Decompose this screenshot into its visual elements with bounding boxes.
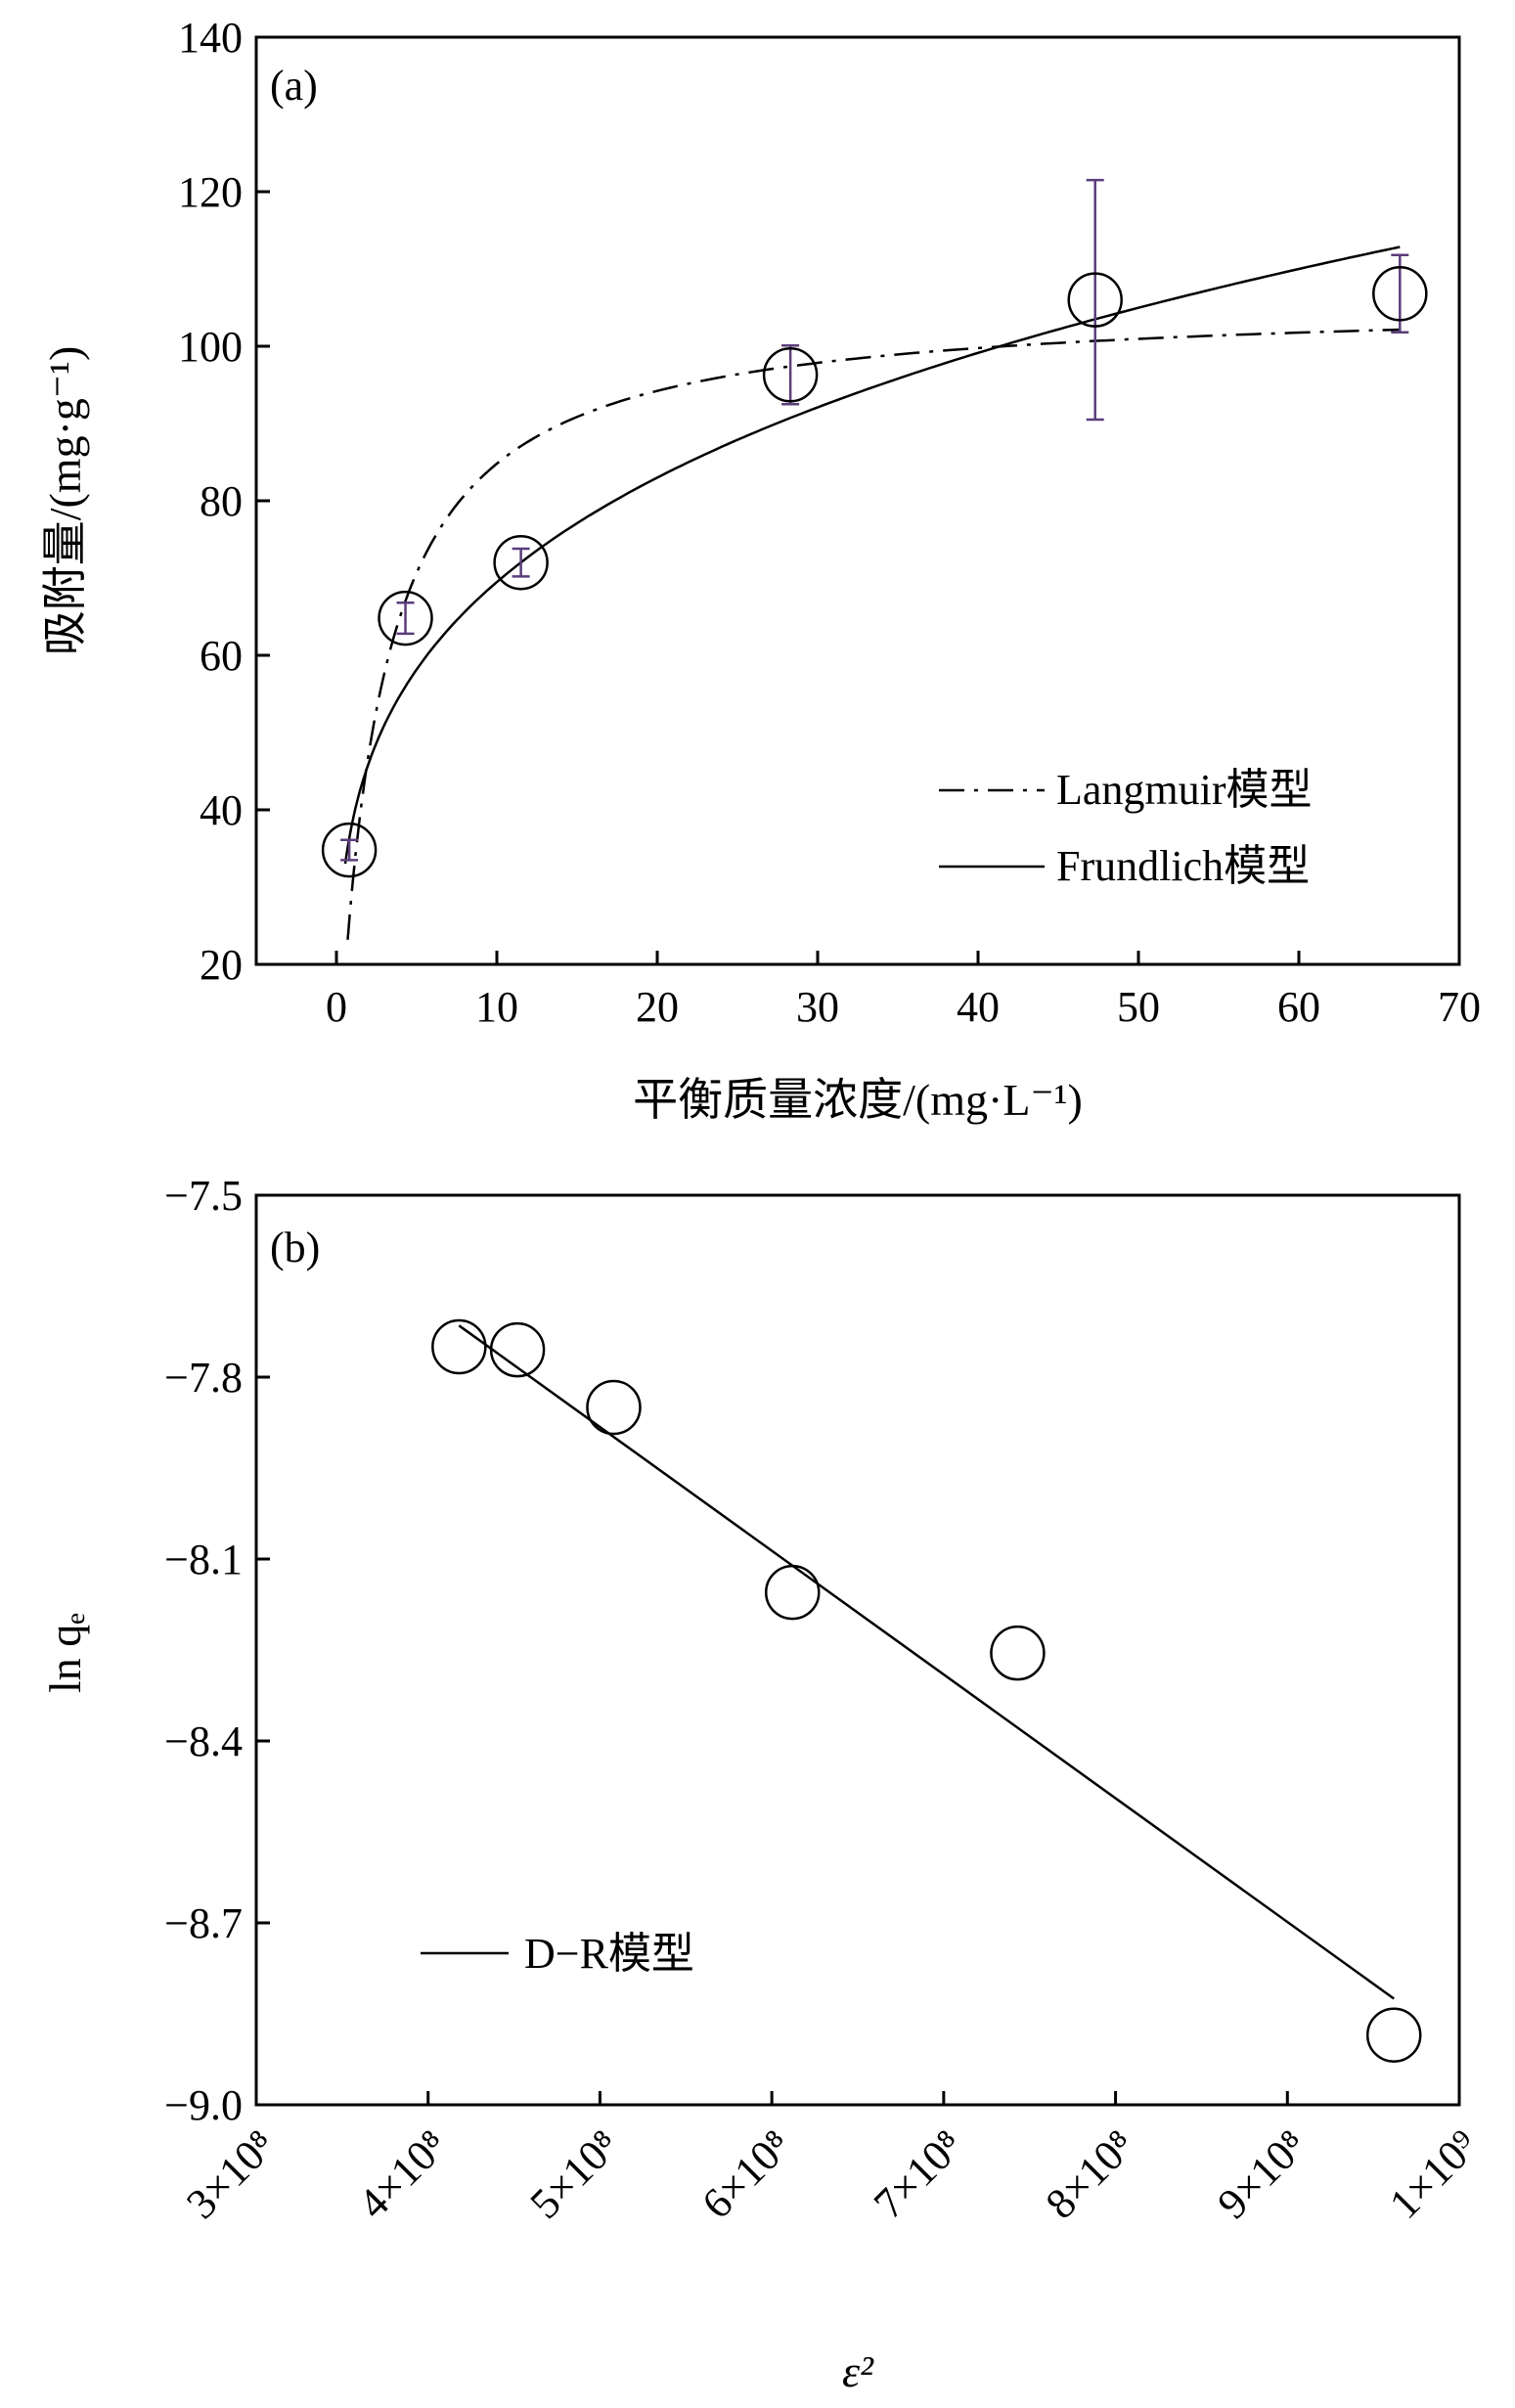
- data-point: [1372, 266, 1428, 322]
- data-point: [431, 1318, 487, 1375]
- y-tick-label: 140: [178, 14, 243, 62]
- panel-b-data-points: [431, 1318, 1422, 2063]
- panel-a-legend: Langmuir模型 Frundlich模型: [939, 766, 1313, 890]
- panel-a: (a) 20 40 60 80 100 120 140 0 10 20 30 40 50 60 70 La…: [40, 14, 1481, 1125]
- panel-b-label: (b): [270, 1224, 320, 1271]
- y-tick-label: −8.4: [164, 1717, 243, 1765]
- x-tick-label: 30: [796, 983, 839, 1031]
- y-tick-label: 60: [200, 632, 243, 680]
- panel-b-fit-line: [458, 1324, 1395, 2000]
- legend-dr-label: D−R模型: [524, 1930, 694, 1978]
- legend-langmuir-label: Langmuir模型: [1056, 766, 1313, 814]
- x-tick-label: 6×10⁸: [692, 2120, 800, 2228]
- panel-b-x-ticks: 3×10⁸ 4×10⁸ 5×10⁸ 6×10⁸ 7×10⁸ 8×10⁸ 9×10⁸ 1×10⁹: [177, 2091, 1488, 2228]
- panel-b-legend: D−R模型: [421, 1930, 694, 1978]
- x-tick-label: 70: [1438, 983, 1481, 1031]
- panel-a-plot-frame: [254, 35, 1461, 966]
- data-point: [1067, 272, 1123, 328]
- x-tick-label: 3×10⁸: [177, 2120, 285, 2228]
- panel-a-x-ticks: 0 10 20 30 40 50 60 70: [326, 951, 1481, 1031]
- data-point: [764, 1564, 821, 1621]
- y-tick-label: −8.7: [164, 1899, 243, 1947]
- data-point: [762, 346, 819, 403]
- data-point: [321, 822, 378, 878]
- panel-a-y-ticks: 20 40 60 80 100 120 140: [178, 14, 270, 989]
- y-tick-label: 100: [178, 323, 243, 371]
- y-tick-label: 80: [200, 477, 243, 525]
- dr-fit-line: [458, 1324, 1395, 2000]
- panel-a-label: (a): [270, 62, 318, 110]
- data-point: [586, 1379, 642, 1436]
- x-tick-label: 0: [326, 983, 347, 1031]
- x-tick-label: 1×10⁹: [1380, 2120, 1488, 2228]
- x-tick-label: 40: [957, 983, 1000, 1031]
- legend-frundlich-label: Frundlich模型: [1056, 842, 1310, 890]
- y-tick-label: −7.8: [164, 1354, 243, 1402]
- y-tick-label: 40: [200, 786, 243, 834]
- y-tick-label: −7.5: [164, 1172, 243, 1220]
- x-tick-label: 20: [636, 983, 679, 1031]
- x-tick-label: 5×10⁸: [521, 2120, 629, 2228]
- panel-b-plot-frame: [254, 1193, 1461, 2107]
- x-tick-label: 50: [1117, 983, 1160, 1031]
- panel-b-x-axis-label: ε²: [842, 2346, 874, 2396]
- data-point: [489, 1321, 546, 1378]
- x-tick-label: 60: [1277, 983, 1320, 1031]
- y-tick-label: 120: [178, 168, 243, 216]
- data-point: [990, 1625, 1046, 1681]
- frundlich-curve: [343, 245, 1401, 865]
- x-tick-label: 4×10⁸: [349, 2120, 457, 2228]
- data-point: [493, 534, 549, 591]
- data-point: [378, 590, 433, 647]
- panel-a-y-axis-label: 吸附量/(mg·g⁻¹): [40, 346, 90, 656]
- y-tick-label: 20: [200, 941, 243, 989]
- panel-b: (b) −9.0 −8.7 −8.4 −8.1 −7.8 −7.5 3×10⁸ 4×10⁸ 5…: [40, 1172, 1488, 2396]
- y-tick-label: −8.1: [164, 1536, 243, 1583]
- data-point: [1365, 2007, 1422, 2063]
- panel-b-y-ticks: −9.0 −8.7 −8.4 −8.1 −7.8 −7.5: [164, 1172, 270, 2129]
- panel-a-x-axis-label: 平衡质量浓度/(mg·L⁻¹): [633, 1075, 1083, 1125]
- panel-b-y-axis-label: ln qₑ: [40, 1613, 90, 1693]
- x-tick-label: 10: [475, 983, 518, 1031]
- x-tick-label: 7×10⁸: [865, 2120, 972, 2228]
- langmuir-curve: [346, 328, 1401, 940]
- panel-a-data-points: [321, 178, 1428, 878]
- x-tick-label: 8×10⁸: [1037, 2120, 1144, 2228]
- y-tick-label: −9.0: [164, 2081, 243, 2129]
- panel-a-fit-curves: [343, 245, 1401, 940]
- x-tick-label: 9×10⁸: [1208, 2120, 1315, 2228]
